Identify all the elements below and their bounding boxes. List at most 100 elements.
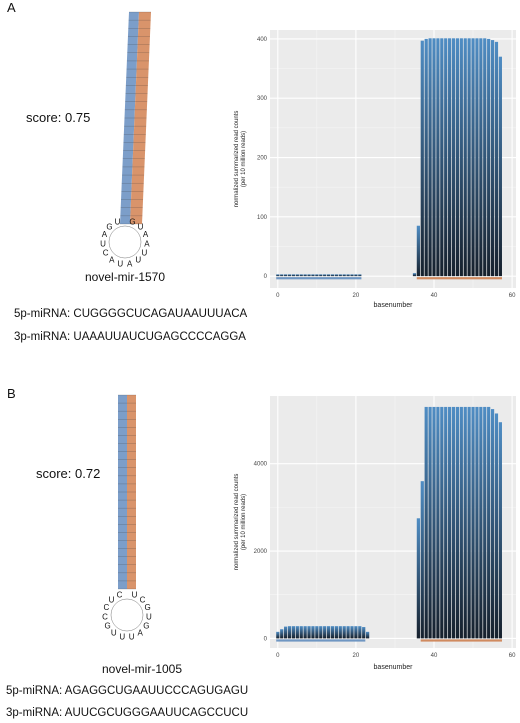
hairpin-stem [120,11,151,225]
data-bar [475,38,479,277]
loop-nucleotide: C [140,595,146,604]
loop-nucleotide: U [146,612,152,621]
data-bar [307,274,311,277]
data-bar [350,274,354,277]
data-bar [307,626,311,639]
plot-background [270,30,516,288]
stem-5p-highlight [120,12,139,224]
data-bar [494,41,499,277]
data-bar [428,38,432,277]
data-bar [416,225,420,277]
data-bar [295,274,299,277]
x-tick-label: 20 [353,293,360,299]
data-bar [319,274,323,277]
mirna-3p-a: 3p-miRNA: UAAAUUAUCUGAGCCCCAGGA [14,331,246,343]
data-bar [287,626,292,639]
data-bar [448,38,452,277]
x-tick-label: 0 [276,293,280,299]
x-tick-label: 60 [509,293,516,299]
data-bar [287,274,292,277]
data-bar [420,40,424,277]
loop-nucleotide: C [117,590,123,599]
data-bar [326,626,331,639]
data-bar [334,274,338,277]
data-bar [498,56,502,277]
loop-nucleotide: G [105,621,111,630]
data-bar [284,626,288,639]
x-tick-label: 40 [431,653,438,659]
stem-3p-highlight [127,395,136,589]
data-bar [432,38,436,277]
x-tick-label: 60 [509,653,516,659]
data-bar [467,38,471,277]
data-bar [440,406,444,639]
data-bar [362,627,366,639]
x-axis-label: basenumber [374,664,414,671]
loop-nucleotide: U [115,217,121,226]
data-bar [479,38,483,277]
panel-letter-b: B [7,386,16,401]
data-bar [444,38,448,277]
loop-nucleotide: U [109,595,115,604]
data-bar [412,273,417,277]
mirna-position-bar [420,639,502,642]
data-bar [420,481,424,639]
loop-nucleotide: U [135,256,141,265]
y-tick-label: 4000 [254,462,268,468]
loop-nucleotide: U [100,239,106,248]
data-bar [280,629,284,639]
data-bar [299,626,303,639]
data-bar [366,631,370,639]
stem-3p-highlight [130,12,151,224]
data-bar [440,38,444,277]
data-bar [299,274,303,277]
data-bar [416,518,420,639]
y-tick-label: 2000 [254,549,268,555]
data-bar [338,626,342,639]
loop-nucleotide: G [106,222,112,231]
data-bar [479,406,483,639]
data-bar [303,626,307,639]
data-bar [487,38,491,277]
data-bar [291,274,296,277]
data-bar [459,38,463,277]
y-axis-label-units: (per 10 million reads) [241,131,247,187]
data-bar [428,406,432,639]
data-bar [311,626,315,639]
mirna-position-bar [416,277,502,280]
data-bar [455,38,460,277]
x-tick-label: 0 [276,653,280,659]
data-bar [315,274,319,277]
data-bar [455,406,460,639]
y-tick-label: 0 [264,636,268,642]
data-bar [346,274,350,277]
loop-nucleotide: U [132,590,138,599]
data-bar [284,274,288,277]
data-bar [358,274,362,277]
data-bar [463,38,467,277]
x-tick-label: 40 [431,293,438,299]
mirna-position-bar [276,277,362,280]
data-bar [471,38,475,277]
data-bar [276,274,280,277]
read-count-chart-b: 0 20 40 60 0 2000 4000 basenumber normalized sum… [234,396,516,671]
data-bar [311,274,315,277]
data-bar [467,406,471,639]
mirna-5p-a: 5p-miRNA: CUGGGGCUCAGAUAAUUUACA [14,308,248,320]
loop-nucleotide: U [111,629,117,638]
loop-nucleotide: U [117,259,123,268]
data-bar [483,406,487,639]
data-bar [295,626,299,639]
loop-nucleotide: A [143,230,149,239]
y-tick-label: 200 [257,156,268,162]
data-bar [483,38,487,277]
y-axis-label: normalized summarized read counts [234,111,240,208]
data-bar [358,626,362,639]
x-tick-label: 20 [353,653,360,659]
data-bar [315,626,319,639]
loop-nucleotide: C [103,248,109,257]
y-axis-label-units: (per 10 million reads) [241,494,247,550]
panel-letter-a: A [7,0,16,15]
